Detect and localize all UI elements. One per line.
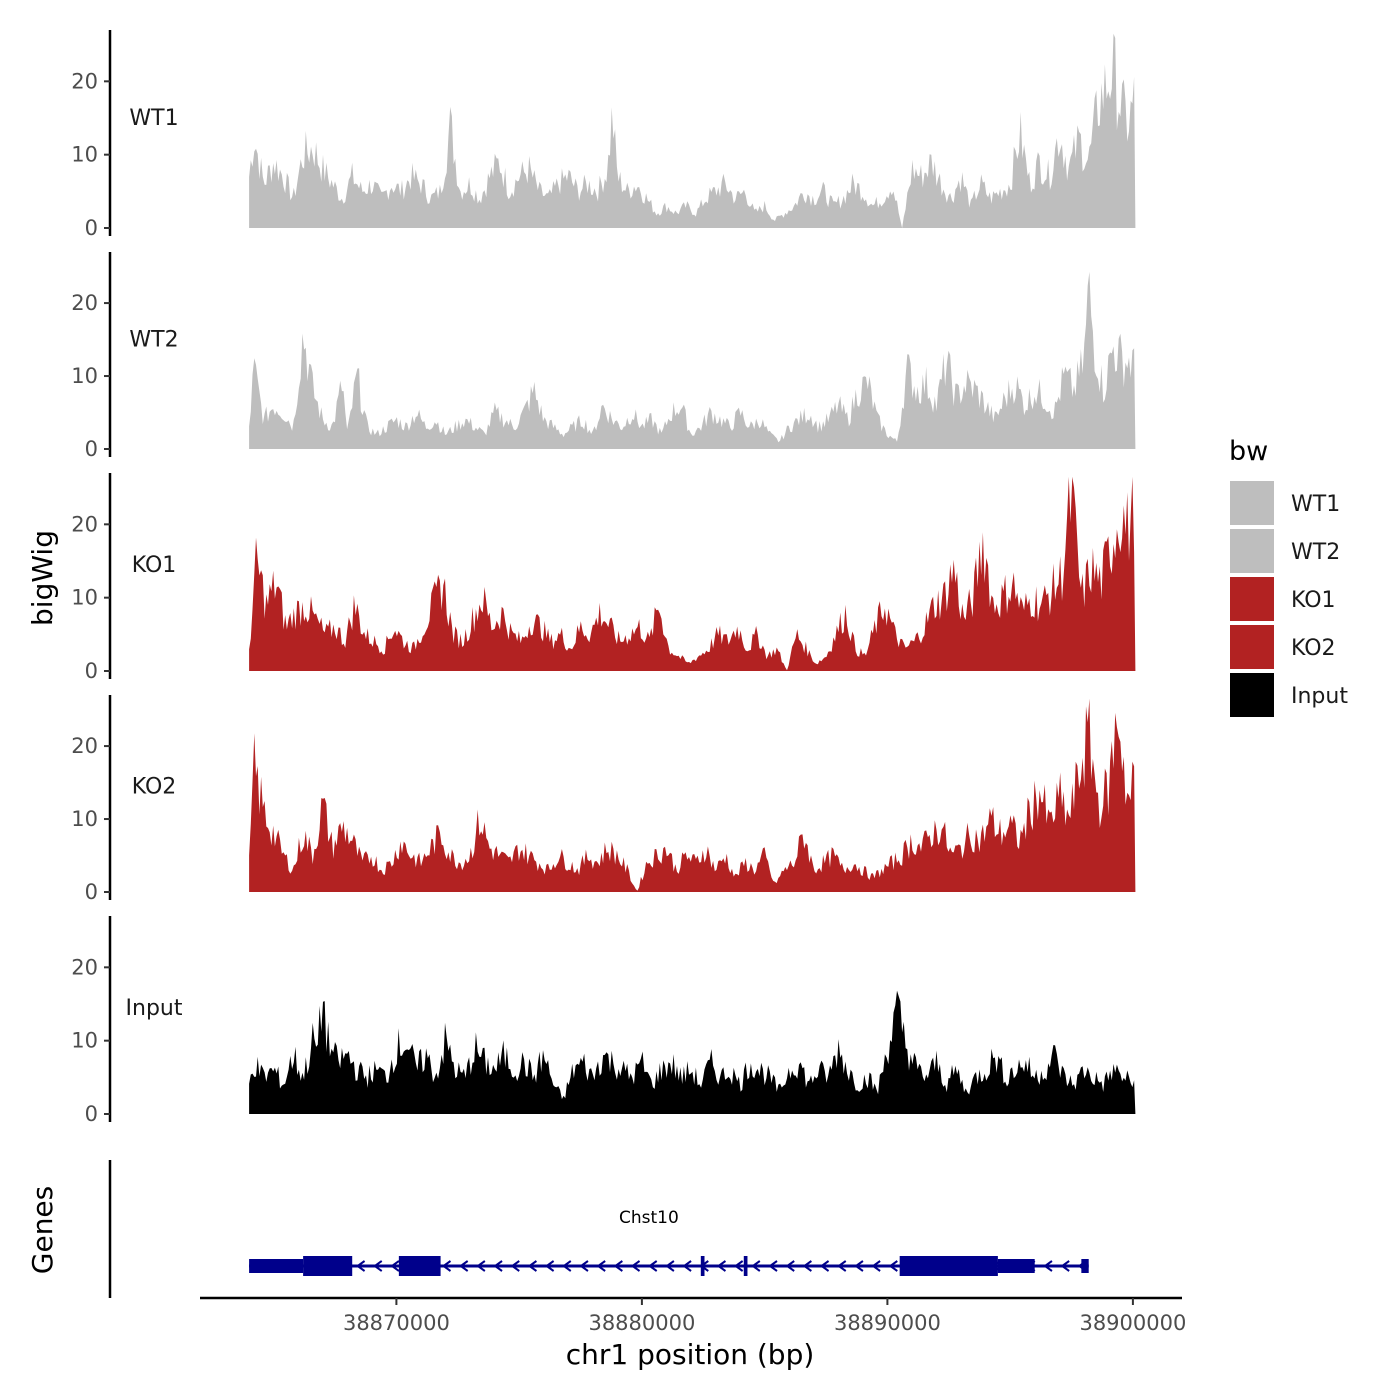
strand-arrow xyxy=(802,1260,812,1272)
strand-arrow xyxy=(751,1260,761,1272)
coverage-area-ko1 xyxy=(249,476,1136,671)
legend-label-wt1: WT1 xyxy=(1291,492,1340,517)
gene-exon-1 xyxy=(249,1259,304,1273)
strand-arrow xyxy=(647,1260,658,1272)
y-axis-title: bigWig xyxy=(26,530,59,626)
gene-exon-5 xyxy=(743,1256,748,1276)
gene-exon-6 xyxy=(899,1256,998,1276)
y-tick-label-ko2-0: 0 xyxy=(85,880,98,904)
gene-exon-8 xyxy=(1081,1259,1089,1273)
strand-arrow xyxy=(837,1260,847,1272)
strand-arrow xyxy=(596,1260,606,1272)
strand-arrow xyxy=(493,1260,503,1272)
strand-arrow xyxy=(458,1260,469,1272)
strand-arrow xyxy=(373,1260,383,1272)
x-tick-label-38900000: 38900000 xyxy=(1079,1311,1186,1335)
strand-arrow xyxy=(819,1260,830,1272)
strand-arrow xyxy=(854,1260,864,1272)
y-tick-label-ko1-10: 10 xyxy=(71,586,98,610)
track-label-input: Input xyxy=(126,996,183,1021)
coverage-area-input xyxy=(249,990,1136,1114)
x-tick-label-38880000: 38880000 xyxy=(588,1311,695,1335)
legend-swatch-input xyxy=(1228,671,1276,719)
strand-arrow xyxy=(527,1260,538,1272)
legend-title: bw xyxy=(1229,436,1268,467)
y-tick-label-input-0: 0 xyxy=(85,1102,98,1126)
coverage-area-ko2 xyxy=(249,698,1136,892)
strand-arrow xyxy=(785,1260,795,1272)
gene-track-title: Genes xyxy=(26,1186,59,1274)
gene-exon-7 xyxy=(997,1259,1035,1273)
legend-swatch-wt2 xyxy=(1228,527,1276,575)
strand-arrow xyxy=(768,1260,778,1272)
y-tick-label-ko1-20: 20 xyxy=(71,512,98,536)
track-label-wt2: WT2 xyxy=(129,328,178,353)
gene-exon-2 xyxy=(303,1256,353,1276)
x-axis-title: chr1 position (bp) xyxy=(566,1338,815,1371)
strand-arrow xyxy=(579,1260,589,1272)
strand-arrow xyxy=(716,1260,727,1272)
y-tick-label-wt2-10: 10 xyxy=(71,364,98,388)
legend-label-ko2: KO2 xyxy=(1291,636,1336,661)
strand-arrow xyxy=(510,1260,520,1272)
y-tick-label-ko1-0: 0 xyxy=(85,659,98,683)
strand-arrow xyxy=(1043,1260,1053,1272)
y-tick-label-wt2-0: 0 xyxy=(85,437,98,461)
strand-arrow xyxy=(544,1260,555,1272)
y-tick-label-input-10: 10 xyxy=(71,1029,98,1053)
coverage-area-wt2 xyxy=(249,271,1136,449)
legend-swatch-ko1 xyxy=(1228,575,1276,623)
legend-swatch-ko2 xyxy=(1228,623,1276,671)
strand-arrow xyxy=(355,1260,366,1272)
x-tick-label-38890000: 38890000 xyxy=(834,1311,941,1335)
gene-exon-4 xyxy=(700,1256,705,1276)
legend-label-wt2: WT2 xyxy=(1291,540,1340,565)
strand-arrow xyxy=(390,1260,400,1272)
track-label-ko1: KO1 xyxy=(132,553,177,578)
gene-name-label: Chst10 xyxy=(619,1208,679,1228)
strand-arrow xyxy=(871,1260,881,1272)
coverage-area-wt1 xyxy=(249,33,1136,229)
y-tick-label-ko2-10: 10 xyxy=(71,807,98,831)
strand-arrow xyxy=(630,1260,641,1272)
y-tick-label-ko2-20: 20 xyxy=(71,734,98,758)
y-tick-label-wt1-0: 0 xyxy=(85,216,98,240)
y-tick-label-wt1-20: 20 xyxy=(71,69,98,93)
gene-exon-3 xyxy=(398,1256,441,1276)
strand-arrow xyxy=(682,1260,692,1272)
y-tick-label-wt2-20: 20 xyxy=(71,291,98,315)
legend-swatch-wt1 xyxy=(1228,479,1276,527)
strand-arrow xyxy=(613,1260,623,1272)
strand-arrow xyxy=(476,1260,486,1272)
legend-label-input: Input xyxy=(1291,684,1348,709)
strand-arrow xyxy=(888,1260,898,1272)
strand-arrow xyxy=(665,1260,675,1272)
y-tick-label-input-20: 20 xyxy=(71,955,98,979)
strand-arrow xyxy=(1060,1260,1070,1272)
strand-arrow xyxy=(733,1260,744,1272)
legend-label-ko1: KO1 xyxy=(1291,588,1336,613)
x-tick-label-38870000: 38870000 xyxy=(343,1311,450,1335)
strand-arrow xyxy=(562,1260,572,1272)
track-label-ko2: KO2 xyxy=(132,775,177,800)
strand-arrow xyxy=(441,1260,452,1272)
y-tick-label-wt1-10: 10 xyxy=(71,143,98,167)
track-label-wt1: WT1 xyxy=(129,106,178,131)
